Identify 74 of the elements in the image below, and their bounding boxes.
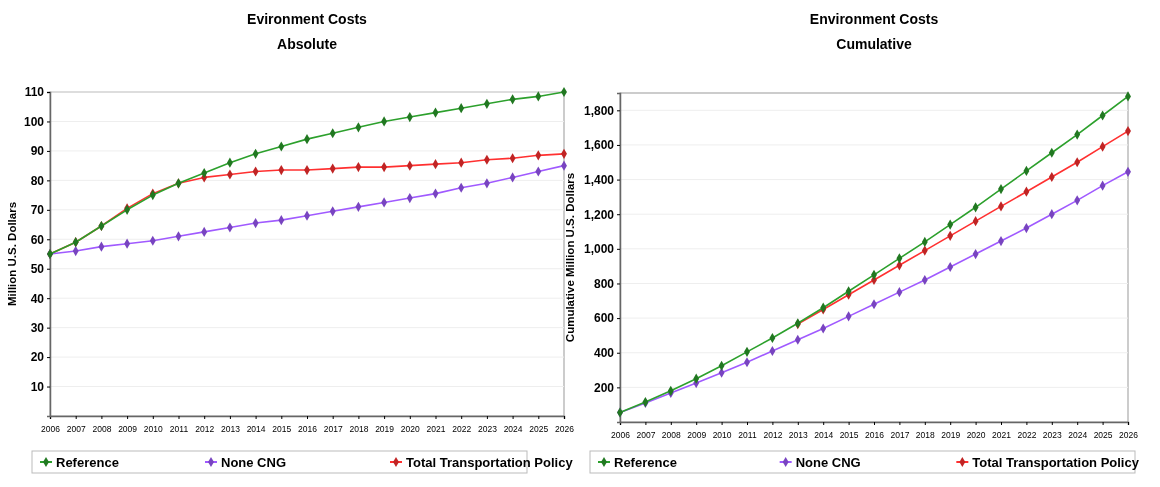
y-tick-label: 80 bbox=[30, 173, 45, 188]
y-tick-label: 200 bbox=[593, 380, 615, 395]
x-tick-label: 2012 bbox=[763, 430, 783, 441]
x-tick-label: 2007 bbox=[66, 424, 86, 435]
x-tick-label: 2018 bbox=[349, 424, 369, 435]
x-tick-label: 2016 bbox=[865, 430, 885, 441]
x-tick-label: 2026 bbox=[1119, 430, 1139, 441]
x-tick-label: 2008 bbox=[92, 424, 112, 435]
x-tick-label: 2013 bbox=[220, 424, 241, 435]
y-tick-label: 1,200 bbox=[583, 207, 615, 222]
x-tick-label: 2023 bbox=[477, 424, 498, 435]
x-tick-label: 2009 bbox=[687, 430, 707, 441]
x-tick-label: 2013 bbox=[788, 430, 809, 441]
x-tick-label: 2023 bbox=[1042, 430, 1063, 441]
x-tick-label: 2014 bbox=[814, 430, 834, 441]
y-tick-label: 90 bbox=[30, 144, 45, 159]
x-tick-label: 2018 bbox=[915, 430, 936, 441]
y-tick-label: 110 bbox=[24, 85, 45, 100]
y-tick-label: 1,400 bbox=[583, 172, 615, 187]
y-tick-label: 40 bbox=[30, 291, 45, 306]
x-tick-label: 2024 bbox=[503, 424, 523, 435]
x-tick-label: 2009 bbox=[118, 424, 138, 435]
y-axis-title: Million U.S. Dollars bbox=[6, 201, 18, 307]
legend-label: None CNG bbox=[795, 454, 861, 470]
x-tick-label: 2024 bbox=[1068, 430, 1088, 441]
x-tick-label: 2015 bbox=[272, 424, 292, 435]
x-tick-label: 2020 bbox=[400, 424, 421, 435]
x-tick-label: 2008 bbox=[661, 430, 682, 441]
x-tick-label: 2015 bbox=[839, 430, 859, 441]
x-tick-label: 2019 bbox=[941, 430, 961, 441]
x-tick-label: 2006 bbox=[41, 424, 61, 435]
y-tick-label: 800 bbox=[593, 276, 615, 291]
y-tick-label: 100 bbox=[23, 114, 45, 129]
x-tick-label: 2017 bbox=[323, 424, 343, 435]
x-tick-label: 2011 bbox=[738, 430, 757, 441]
legend-label: Reference bbox=[614, 454, 677, 470]
y-tick-label: 50 bbox=[30, 262, 45, 277]
y-tick-label: 1,000 bbox=[583, 242, 615, 257]
x-tick-label: 2026 bbox=[555, 424, 575, 435]
x-tick-label: 2022 bbox=[1017, 430, 1037, 441]
x-tick-label: 2025 bbox=[529, 424, 549, 435]
x-tick-label: 2019 bbox=[375, 424, 395, 435]
y-tick-label: 60 bbox=[30, 232, 45, 247]
x-tick-label: 2011 bbox=[169, 424, 189, 435]
y-tick-label: 10 bbox=[30, 379, 45, 394]
x-tick-label: 2016 bbox=[298, 424, 318, 435]
legend-label: Total Transportation Policy bbox=[972, 454, 1140, 470]
x-tick-label: 2007 bbox=[636, 430, 656, 441]
x-tick-label: 2021 bbox=[426, 424, 446, 435]
chart-title: Environment Costs bbox=[809, 11, 939, 27]
x-tick-label: 2012 bbox=[195, 424, 215, 435]
chart-subtitle: Absolute bbox=[277, 36, 338, 52]
x-tick-label: 2025 bbox=[1093, 430, 1113, 441]
legend-label: None CNG bbox=[221, 454, 286, 470]
x-tick-label: 2020 bbox=[966, 430, 986, 441]
x-tick-label: 2017 bbox=[890, 430, 910, 441]
y-tick-label: 20 bbox=[30, 350, 45, 365]
x-tick-label: 2010 bbox=[712, 430, 732, 441]
x-tick-label: 2006 bbox=[611, 430, 631, 441]
y-tick-label: 1,800 bbox=[583, 103, 615, 118]
y-tick-label: 30 bbox=[30, 320, 45, 335]
y-tick-label: 400 bbox=[593, 346, 615, 361]
legend-label: Reference bbox=[56, 454, 119, 470]
x-tick-label: 2022 bbox=[452, 424, 472, 435]
y-tick-label: 1,600 bbox=[583, 138, 615, 153]
y-tick-label: 70 bbox=[30, 203, 45, 218]
chart-title: Evironment Costs bbox=[247, 11, 368, 27]
y-axis-title: Cumulative Million U.S. Dollars bbox=[564, 172, 576, 343]
x-tick-label: 2021 bbox=[992, 430, 1012, 441]
x-tick-label: 2010 bbox=[143, 424, 164, 435]
chart-subtitle: Cumulative bbox=[836, 36, 912, 52]
legend-label: Total Transportation Policy bbox=[406, 454, 574, 470]
x-tick-label: 2014 bbox=[246, 424, 266, 435]
y-tick-label: 600 bbox=[593, 311, 615, 326]
